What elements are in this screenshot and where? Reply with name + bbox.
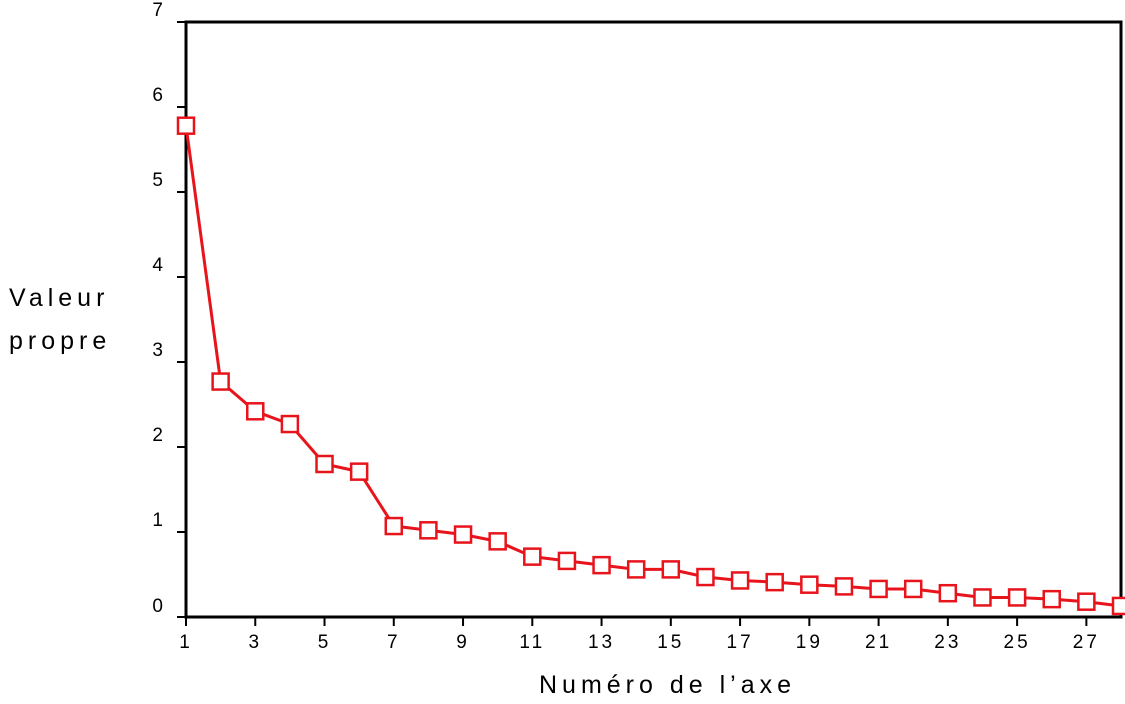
x-tick-label: 5 [318,632,332,653]
y-tick-label: 1 [152,510,163,531]
x-tick-label: 21 [865,632,892,653]
x-tick-label: 13 [588,632,615,653]
data-point-marker [246,402,265,421]
data-point-marker [1007,588,1027,607]
data-point-marker [903,579,923,599]
x-tick-label: 9 [456,632,470,653]
plot-frame [184,20,1123,619]
x-tick-label: 7 [387,632,401,653]
data-point-marker [661,560,681,579]
data-point-marker [800,575,819,594]
x-axis-ticks: 1 3 5 7 9 11 13 15 17 19 21 23 25 27 [179,617,1100,653]
x-tick-label: 17 [727,632,754,653]
y-axis-label-line-1: Valeur [9,284,110,312]
data-point-marker [834,577,854,596]
eigenvalue-series-markers [176,116,1125,616]
data-point-marker [730,571,750,590]
data-point-marker [696,567,715,587]
y-tick-label: 7 [152,0,163,21]
data-point-marker [1111,596,1125,616]
x-tick-label: 19 [796,632,823,653]
x-tick-label: 11 [519,632,545,653]
x-tick-label: 27 [1073,632,1100,653]
y-axis-ticks: 0 1 2 3 4 5 6 7 [152,0,186,618]
data-point-marker [938,583,958,603]
data-point-marker [869,579,888,599]
y-tick-label: 6 [152,85,163,106]
y-tick-label: 3 [152,340,163,361]
data-point-marker [211,372,230,391]
y-tick-label: 0 [152,596,163,617]
data-point-marker [973,588,992,607]
data-point-marker [488,532,507,551]
data-point-marker [626,560,646,579]
data-point-marker [349,462,369,481]
x-tick-label: 25 [1004,632,1031,653]
data-point-marker [592,555,611,575]
data-point-marker [176,116,196,135]
data-point-marker [453,525,473,544]
x-tick-label: 23 [934,632,961,653]
x-tick-label: 15 [657,632,684,653]
y-axis-label-line-2: propre [9,327,112,355]
data-point-marker [557,551,577,571]
data-point-marker [315,454,334,474]
x-axis-label: Numéro de l’axe [539,671,797,699]
eigenvalue-series-line [184,125,1122,608]
data-point-marker [419,521,438,540]
x-tick-label: 1 [179,632,193,653]
data-point-marker [280,414,300,434]
y-tick-label: 5 [152,170,163,191]
data-point-marker [384,516,404,536]
x-tick-label: 3 [248,632,262,653]
data-point-marker [765,572,784,592]
data-point-marker [1077,592,1096,611]
data-point-marker [523,547,542,566]
data-point-marker [1042,589,1061,609]
y-tick-label: 4 [152,255,163,276]
y-tick-label: 2 [152,425,163,446]
